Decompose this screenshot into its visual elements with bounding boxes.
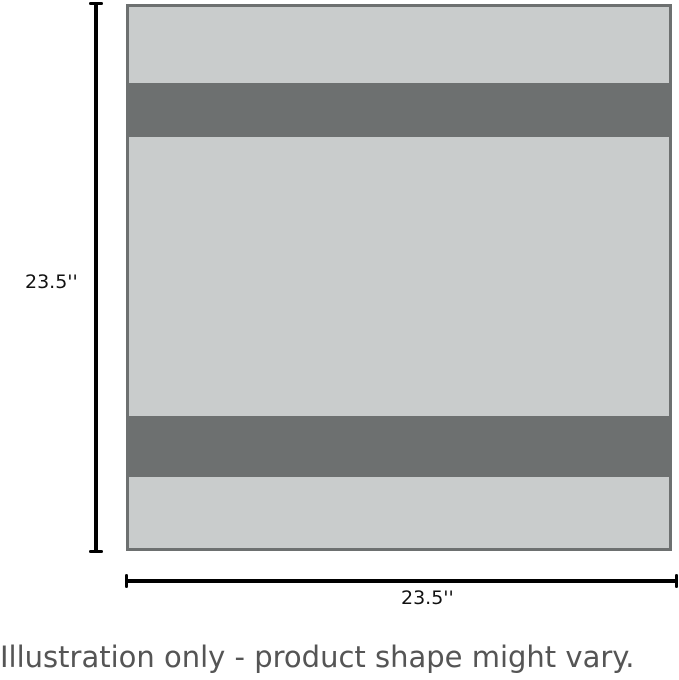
width-line-left-cap [125,574,128,588]
top-dark-band [129,83,669,137]
disclaimer-caption: Illustration only - product shape might … [0,640,635,674]
height-dimension-line [89,2,103,553]
height-label: 23.5'' [25,271,78,293]
product-outline [126,4,672,551]
width-line-right-cap [675,574,678,588]
bottom-dark-band [129,416,669,477]
height-line-bottom-cap [89,550,103,553]
height-line-top-cap [89,2,103,5]
width-label: 23.5'' [401,587,454,609]
width-dimension-line [125,574,678,588]
